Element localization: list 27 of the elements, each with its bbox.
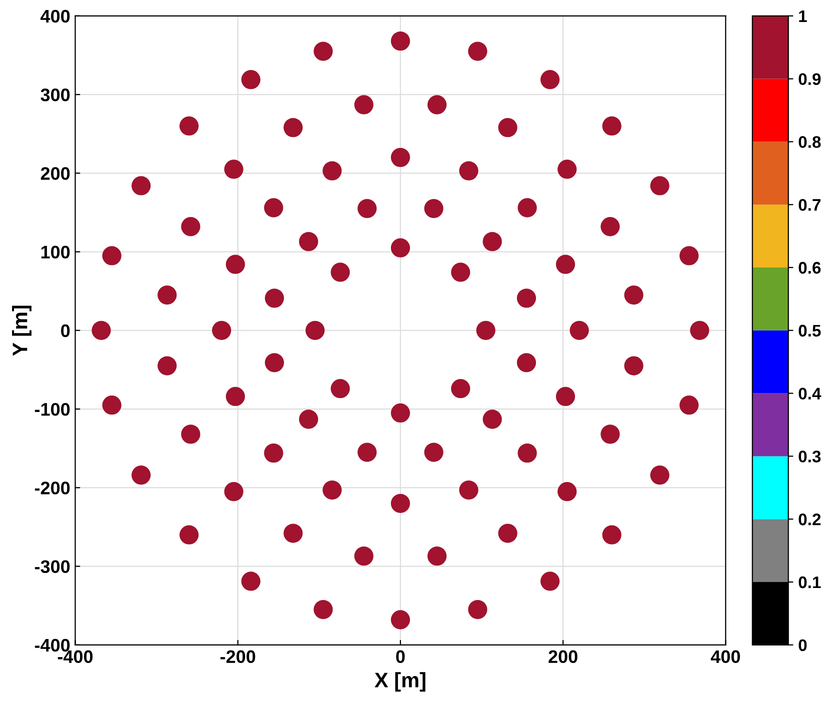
y-tick-label: 300 — [40, 88, 70, 102]
x-tick-label: 0 — [396, 650, 405, 664]
y-tick-label: 200 — [40, 167, 70, 180]
x-tick-label: 200 — [548, 650, 578, 664]
y-tick-label: -100 — [34, 402, 70, 416]
y-tick-label: 0 — [61, 324, 70, 338]
x-tick-label: -200 — [220, 650, 256, 664]
y-tick-label: 100 — [41, 246, 70, 259]
color-bar-label: 0.7 — [798, 199, 821, 211]
color-bar-label: 0.4 — [798, 388, 822, 400]
x-tick-label: 400 — [710, 650, 740, 664]
color-bar-label: 1 — [799, 10, 807, 22]
color-bar-label: 0.8 — [798, 136, 821, 148]
y-tick-label: 400 — [40, 10, 70, 23]
y-tick-label: -200 — [34, 482, 70, 494]
color-bar-label: 0.2 — [798, 514, 821, 526]
y-axis-title: Y [m] — [12, 306, 32, 356]
x-tick-label: -400 — [58, 650, 93, 664]
color-bar-label: 0.6 — [798, 262, 821, 274]
color-bar-label: 0.3 — [798, 450, 821, 462]
y-tick-label: -300 — [34, 560, 70, 574]
x-axis-title: X [m] — [374, 672, 426, 692]
y-tick-label: -400 — [34, 638, 70, 652]
color-bar-label: 0.5 — [798, 324, 821, 337]
color-bar-label: 0 — [798, 639, 807, 652]
color-bar-label: 0.9 — [798, 73, 821, 86]
color-bar-label: 0.1 — [798, 576, 821, 588]
